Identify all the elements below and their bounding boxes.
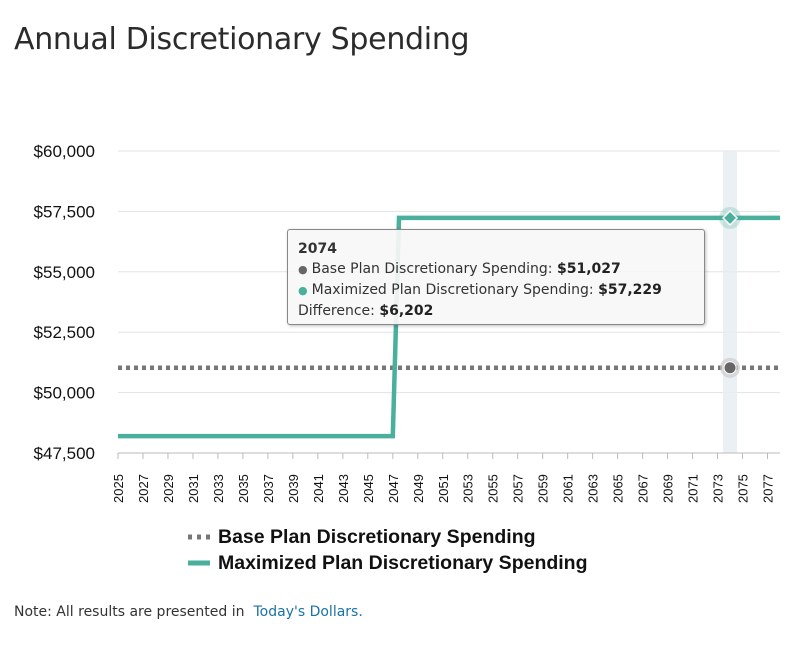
x-tick-label: 2035 xyxy=(236,474,251,503)
hover-markers xyxy=(719,206,742,378)
tooltip-max-value: $57,229 xyxy=(598,282,662,298)
tooltip-base-label: Base Plan Discretionary Spending: xyxy=(311,261,553,277)
hover-band xyxy=(723,151,738,453)
x-tick-label: 2075 xyxy=(736,474,751,503)
maximized-plan-line[interactable] xyxy=(118,215,780,439)
x-tick-label: 2051 xyxy=(436,474,451,503)
x-tick-label: 2029 xyxy=(161,474,176,503)
y-tick-label: $57,500 xyxy=(34,202,95,221)
tooltip-base-value: $51,027 xyxy=(556,261,621,277)
x-tick-label: 2073 xyxy=(711,474,726,503)
x-tick-label: 2067 xyxy=(636,474,651,503)
y-tick-label: $50,000 xyxy=(34,384,95,403)
x-tick-label: 2025 xyxy=(111,474,126,503)
discretionary-spending-chart: $60,000 $57,500 $55,000 $52,500 $50,000 $47,5… xyxy=(34,142,780,503)
x-tick-label: 2055 xyxy=(486,474,501,503)
base-marker xyxy=(723,361,737,375)
y-tick-label: $52,500 xyxy=(34,323,95,342)
tooltip-diff-value: $6,202 xyxy=(379,303,434,319)
max-dot-icon: ● xyxy=(298,284,308,297)
x-tick-label: 2061 xyxy=(561,474,576,503)
tooltip-max-row: ● Maximized Plan Discretionary Spending: … xyxy=(298,280,694,301)
todays-dollars-link[interactable]: Today's Dollars. xyxy=(253,604,363,620)
legend-label-base: Base Plan Discretionary Spending xyxy=(218,525,536,548)
tooltip-diff-row: Difference: $6,202 xyxy=(298,301,694,321)
y-tick-label: $47,500 xyxy=(34,444,95,463)
tooltip-diff-label: Difference: xyxy=(298,303,375,319)
solid-line-icon xyxy=(188,560,210,566)
y-tick-label: $55,000 xyxy=(34,263,95,282)
x-tick-label: 2059 xyxy=(536,474,551,503)
chart-tooltip: 2074 ● Base Plan Discretionary Spending: … xyxy=(287,229,705,325)
base-dot-icon: ● xyxy=(298,263,308,276)
x-tick-label: 2031 xyxy=(186,474,201,503)
x-tick-label: 2047 xyxy=(386,474,401,503)
x-tick-label: 2057 xyxy=(511,474,526,503)
x-tick-label: 2053 xyxy=(461,474,476,503)
legend-item-base[interactable]: Base Plan Discretionary Spending xyxy=(188,524,588,550)
x-axis-labels: 2025 2027 2029 2031 2033 2035 2037 2039 2041 2043… xyxy=(111,453,776,503)
x-tick-label: 2037 xyxy=(261,474,276,503)
x-tick-label: 2069 xyxy=(661,474,676,503)
x-tick-label: 2043 xyxy=(336,474,351,503)
x-tick-label: 2077 xyxy=(761,474,776,503)
chart-legend: Base Plan Discretionary Spending Maximiz… xyxy=(188,524,588,576)
x-tick-label: 2045 xyxy=(361,474,376,503)
x-tick-label: 2071 xyxy=(686,474,701,503)
x-tick-label: 2041 xyxy=(311,474,326,503)
x-tick-label: 2027 xyxy=(136,474,151,503)
tooltip-max-label: Maximized Plan Discretionary Spending: xyxy=(311,282,594,298)
footnote-text: Note: All results are presented in xyxy=(14,604,245,620)
y-tick-label: $60,000 xyxy=(34,142,95,161)
y-axis-labels: $60,000 $57,500 $55,000 $52,500 $50,000 $47,5… xyxy=(34,142,95,463)
chart-title: Annual Discretionary Spending xyxy=(14,22,470,57)
x-tick-label: 2063 xyxy=(586,474,601,503)
dotted-line-icon xyxy=(188,534,210,540)
legend-label-max: Maximized Plan Discretionary Spending xyxy=(218,551,588,574)
x-tick-label: 2065 xyxy=(611,474,626,503)
tooltip-base-row: ● Base Plan Discretionary Spending: $51,0… xyxy=(298,259,694,280)
x-tick-label: 2039 xyxy=(286,474,301,503)
max-marker-diamond xyxy=(721,209,739,227)
legend-item-max[interactable]: Maximized Plan Discretionary Spending xyxy=(188,550,588,576)
x-tick-label: 2049 xyxy=(411,474,426,503)
tooltip-year: 2074 xyxy=(298,241,337,257)
footnote: Note: All results are presented in Today'… xyxy=(14,604,363,620)
x-tick-label: 2033 xyxy=(211,474,226,503)
